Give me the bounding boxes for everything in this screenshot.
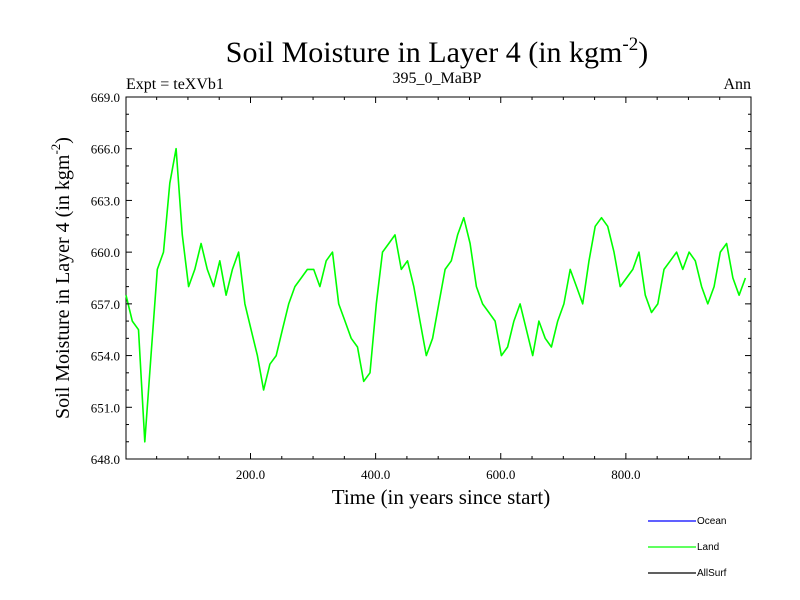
- chart-title: Soil Moisture in Layer 4 (in kgm-2): [226, 34, 648, 69]
- x-axis-label: Time (in years since start): [332, 485, 551, 509]
- y-tick-label: 657.0: [91, 297, 120, 312]
- y-tick-label: 663.0: [91, 193, 120, 208]
- subtitle-center: 395_0_MaBP: [393, 70, 482, 87]
- y-tick-label: 666.0: [91, 142, 120, 157]
- y-label-main: Soil Moisture in Layer 4 (in kgm: [52, 154, 74, 419]
- legend-label-land: Land: [697, 542, 719, 553]
- title-superscript: -2: [622, 34, 638, 55]
- legend: Ocean Land AllSurf: [648, 516, 727, 579]
- legend-label-allsurf: AllSurf: [697, 568, 727, 579]
- y-tick-label: 648.0: [91, 452, 120, 467]
- y-label-close: ): [52, 137, 74, 144]
- title-close: ): [638, 36, 648, 69]
- x-axis: 200.0 400.0 600.0 800.0: [156, 97, 721, 482]
- subtitle-left: Expt = teXVb1: [126, 76, 224, 93]
- y-tick-label: 660.0: [91, 245, 120, 260]
- x-tick-label: 200.0: [236, 467, 265, 482]
- y-axis: 648.0 651.0 654.0 657.0 660.0 663.0 666.0 669.0: [91, 90, 751, 467]
- plot-frame: [125, 96, 752, 460]
- subtitle-right: Ann: [723, 76, 751, 93]
- x-tick-label: 600.0: [486, 467, 515, 482]
- y-label-superscript: -2: [48, 144, 63, 155]
- legend-label-ocean: Ocean: [697, 516, 726, 527]
- x-tick-label: 800.0: [611, 467, 640, 482]
- series-line-land: [125, 147, 747, 443]
- y-axis-label: Soil Moisture in Layer 4 (in kgm-2): [48, 137, 74, 419]
- title-main: Soil Moisture in Layer 4 (in kgm: [226, 36, 623, 69]
- y-tick-label: 651.0: [91, 400, 120, 415]
- x-tick-label: 400.0: [361, 467, 390, 482]
- y-tick-label: 654.0: [91, 349, 120, 364]
- y-tick-label: 669.0: [91, 90, 120, 105]
